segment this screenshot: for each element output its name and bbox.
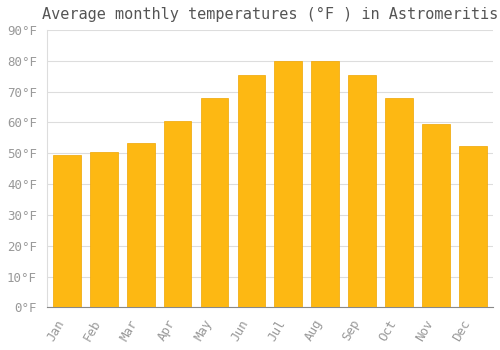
Bar <box>459 146 486 307</box>
Bar <box>312 61 339 307</box>
Bar <box>164 121 192 307</box>
Bar <box>53 155 81 307</box>
Title: Average monthly temperatures (°F ) in Astromeritis: Average monthly temperatures (°F ) in As… <box>42 7 498 22</box>
Bar <box>348 75 376 307</box>
Bar <box>274 61 302 307</box>
Bar <box>385 98 413 307</box>
Bar <box>422 124 450 307</box>
Bar <box>238 75 265 307</box>
Bar <box>127 142 154 307</box>
Bar <box>90 152 118 307</box>
Bar <box>200 98 228 307</box>
